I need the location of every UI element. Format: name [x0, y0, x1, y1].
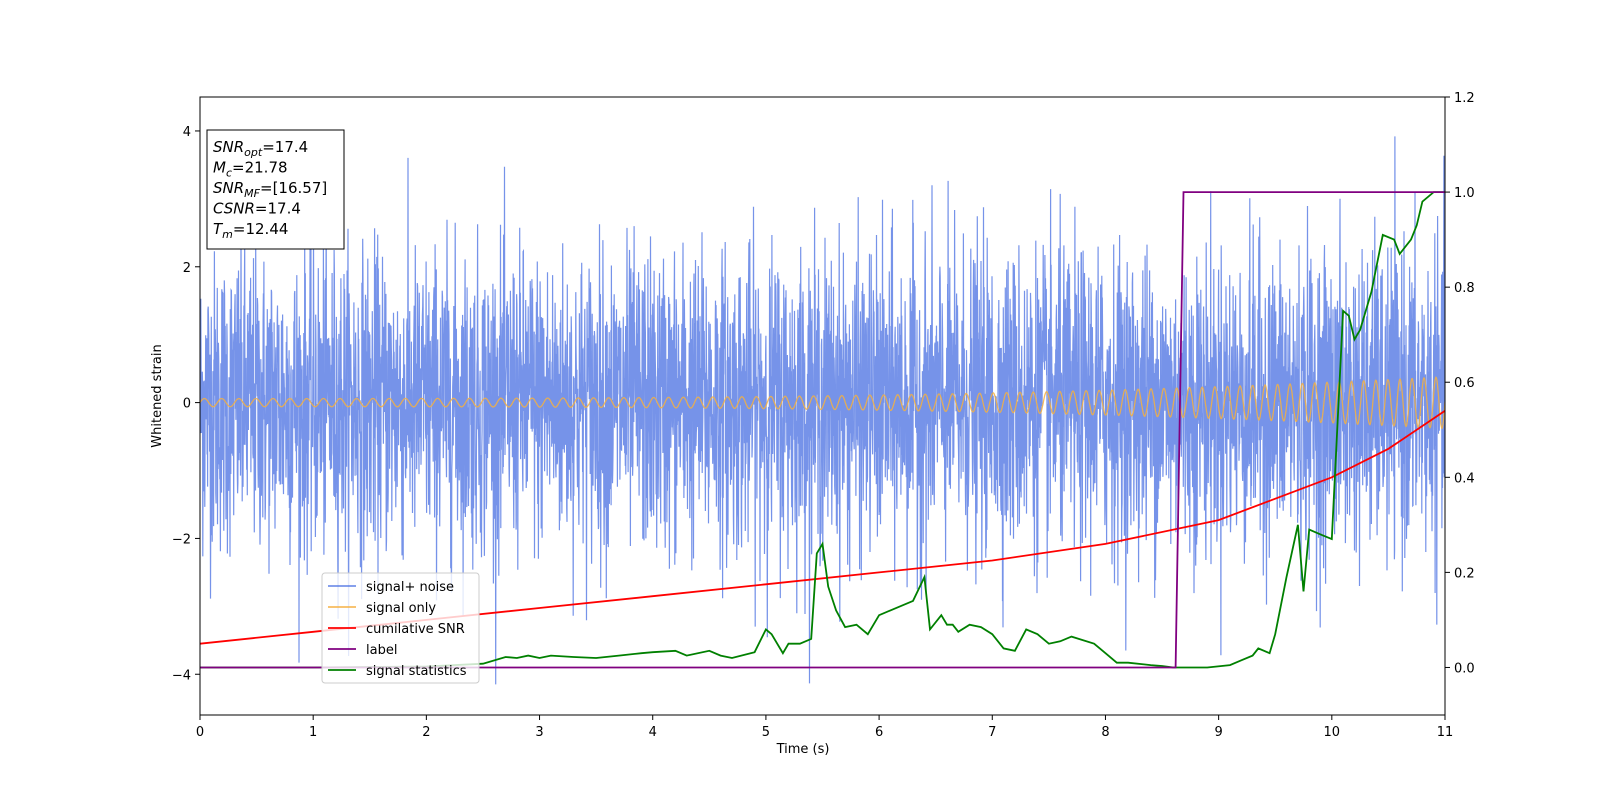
series-signal-noise-line [200, 136, 1445, 685]
info-box-frame [206, 129, 345, 250]
y2-tick-label: 0.8 [1454, 281, 1475, 296]
info-line: SNRMF=[16.57] [213, 179, 327, 200]
y-tick-label: 0 [183, 397, 191, 412]
y2-tick-label: 0.2 [1454, 566, 1475, 581]
x-tick-label: 4 [649, 725, 657, 740]
x-tick-label: 0 [196, 725, 204, 740]
x-tick-label: 5 [762, 725, 770, 740]
x-tick-label: 9 [1214, 725, 1222, 740]
info-line: Mc=21.78 [213, 159, 288, 180]
info-line: CSNR=17.4 [213, 200, 301, 218]
legend-label: signal statistics [366, 664, 467, 679]
legend-label: label [366, 643, 397, 658]
axes: 0 1 2 3 4 5 6 7 8 9 10 11 −4 −2 0 2 4 0.0 0.2 0.4 0.6 0.8 1.0 1… [172, 91, 1475, 740]
info-line: SNRopt=17.4 [213, 138, 308, 159]
x-tick-label: 1 [309, 725, 317, 740]
x-axis-title: Time (s) [776, 742, 830, 757]
y-tick-label: −4 [172, 668, 191, 683]
y2-tick-label: 0.4 [1454, 471, 1475, 486]
axes-frame [199, 96, 1446, 716]
x-tick-label: 2 [422, 725, 430, 740]
x-tick-label: 8 [1101, 725, 1109, 740]
x-tick-label: 7 [988, 725, 996, 740]
y-tick-label: −2 [172, 532, 191, 547]
y2-tick-label: 0.0 [1454, 661, 1475, 676]
legend-label: signal+ noise [366, 580, 454, 595]
legend-label: cumilative SNR [366, 622, 465, 637]
y2-tick-label: 0.6 [1454, 376, 1475, 391]
legend-label: signal only [366, 601, 436, 616]
y2-tick-label: 1.2 [1454, 91, 1475, 106]
info-box: SNRopt=17.4Mc=21.78SNRMF=[16.57]CSNR=17.… [206, 129, 345, 250]
legend-frame [321, 572, 480, 684]
y-tick-label: 2 [183, 261, 191, 276]
x-tick-label: 3 [535, 725, 543, 740]
y-tick-label: 4 [183, 125, 191, 140]
series-signal-statistics-line [200, 191, 1445, 669]
series-label-line [200, 191, 1445, 669]
series-signal-only-line [200, 376, 1445, 430]
info-line: Tm=12.44 [213, 220, 288, 241]
x-tick-label: 10 [1324, 725, 1341, 740]
legend: signal+ noise signal only cumilative SNR la… [321, 572, 480, 684]
x-tick-label: 11 [1437, 725, 1454, 740]
y2-tick-label: 1.0 [1454, 186, 1475, 201]
x-tick-label: 6 [875, 725, 883, 740]
y-axis-title: Whitened strain [150, 344, 165, 447]
